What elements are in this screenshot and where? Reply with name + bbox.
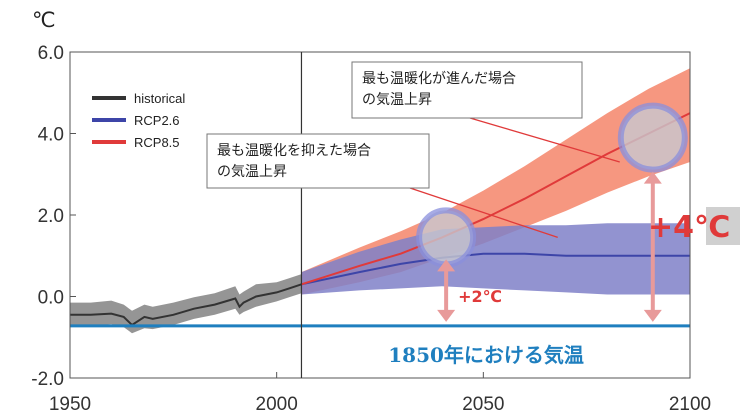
x-tick-label: 2050 xyxy=(462,394,504,415)
band-historical xyxy=(70,274,302,334)
line-rcp26 xyxy=(301,252,690,286)
x-tick-label: 2000 xyxy=(256,394,298,415)
y-tick-label: 4.0 xyxy=(38,125,64,146)
legend: historical RCP2.6 RCP8.5 xyxy=(92,91,185,150)
rise-arrow-4c-head-up xyxy=(643,171,662,184)
band-rcp85 xyxy=(301,68,690,295)
rise-label-4c: +4℃ xyxy=(648,210,730,245)
rise-label-2c: +2℃ xyxy=(458,287,502,306)
y-tick-label: 2.0 xyxy=(38,206,64,227)
annotation-pointer-line xyxy=(469,117,620,163)
y-tick-label: -2.0 xyxy=(31,369,64,390)
rise-arrow-2c-head-down xyxy=(437,309,456,322)
series-lines: 1850年における気温 xyxy=(70,112,691,367)
x-tick-label: 2100 xyxy=(669,394,711,415)
y-axis-unit: ℃ xyxy=(32,8,56,32)
baseline-1850-label: 1850年における気温 xyxy=(388,343,584,367)
rise-arrow-2c-head-up xyxy=(437,259,456,272)
rise-arrow-4c xyxy=(643,171,662,322)
y-tick-label: 0.0 xyxy=(38,288,64,309)
highlight-circle-4c xyxy=(617,102,688,173)
legend-label-rcp26: RCP2.6 xyxy=(134,113,180,128)
rise-arrow-2c xyxy=(437,259,456,322)
line-historical xyxy=(70,283,302,327)
legend-label-rcp85: RCP8.5 xyxy=(134,135,180,150)
rise-label-4c-backdrop xyxy=(706,207,740,245)
annotation-box xyxy=(206,133,430,189)
rise-arrow-4c-head-down xyxy=(643,309,662,322)
axis-ticks: 6.0 4.0 2.0 0.0 -2.0 1950 2000 2050 2100 ℃ xyxy=(31,8,711,415)
annotation-pointer-line xyxy=(409,187,558,239)
annotation-text-line: 最も温暖化を抑えた場合 xyxy=(217,143,371,159)
annotation-text-line: の気温上昇 xyxy=(217,164,287,180)
y-tick-label: 6.0 xyxy=(38,43,64,64)
annotation-text-line: の気温上昇 xyxy=(362,92,432,108)
highlight-circle-2c xyxy=(416,207,477,268)
annotation-text-line: 最も温暖化が進んだ場合 xyxy=(362,71,516,87)
annotation-box xyxy=(351,61,583,119)
band-rcp26 xyxy=(301,223,690,295)
x-tick-label: 1950 xyxy=(49,394,91,415)
uncertainty-bands xyxy=(70,68,690,334)
legend-label-historical: historical xyxy=(134,91,185,106)
